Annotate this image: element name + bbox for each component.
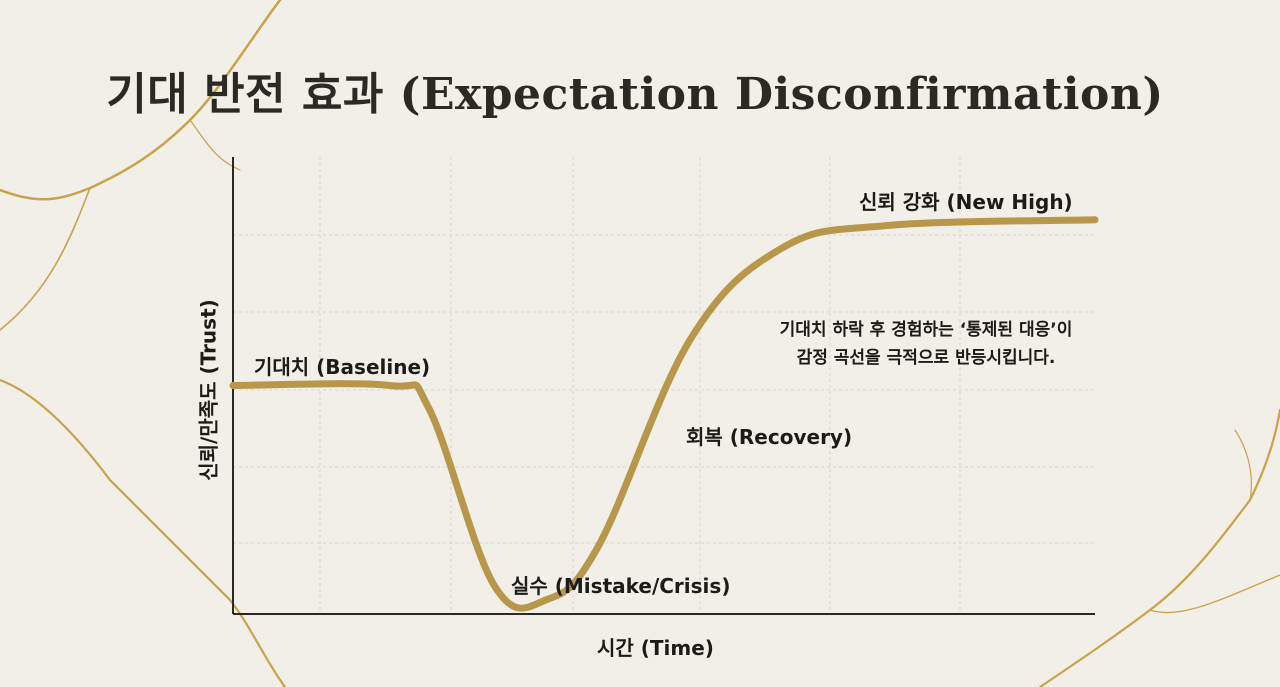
series-line <box>229 216 1099 612</box>
y-axis-label: 신뢰/만족도 (Trust) <box>196 299 221 481</box>
baseline-annotation: 기대치 (Baseline) <box>254 355 431 379</box>
insight-note: 기대치 하락 후 경험하는 ‘통제된 대응’이 감정 곡선을 극적으로 반등시킵… <box>745 316 1107 372</box>
recovery-annotation: 회복 (Recovery) <box>686 425 853 449</box>
chart-gridlines <box>233 157 1095 614</box>
chart-title: 기대 반전 효과 (Expectation Disconfirmation) <box>106 69 1164 120</box>
gold-vein <box>0 0 282 201</box>
new-high-annotation: 신뢰 강화 (New High) <box>859 190 1073 214</box>
gold-vein <box>0 187 91 331</box>
gold-vein <box>1234 429 1252 501</box>
x-axis-label: 시간 (Time) <box>597 636 714 660</box>
insight-note-line1: 기대치 하락 후 경험하는 ‘통제된 대응’이 <box>779 320 1073 340</box>
gold-vein <box>0 378 287 687</box>
mistake-annotation: 실수 (Mistake/Crisis) <box>511 574 731 598</box>
gold-vein <box>1038 408 1280 687</box>
gold-vein <box>1149 574 1280 614</box>
insight-note-line2: 감정 곡선을 극적으로 반등시킵니다. <box>796 348 1056 368</box>
